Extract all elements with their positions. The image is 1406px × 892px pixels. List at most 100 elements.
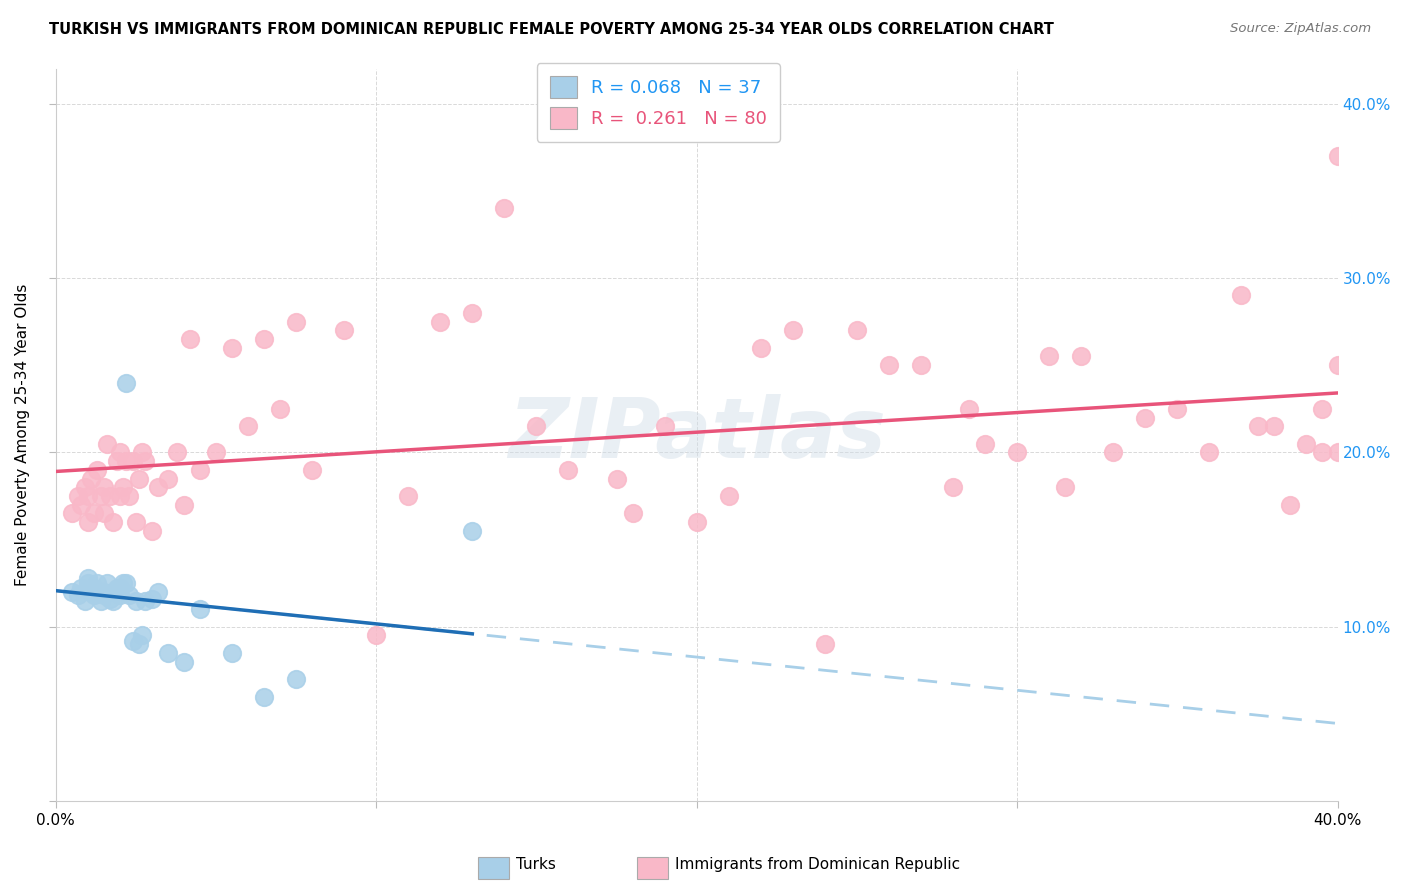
Point bbox=[814, 637, 837, 651]
Point bbox=[115, 454, 138, 468]
Point bbox=[76, 489, 98, 503]
Point bbox=[90, 593, 112, 607]
Point bbox=[188, 463, 211, 477]
Point bbox=[166, 445, 188, 459]
Point bbox=[1326, 445, 1348, 459]
Point bbox=[128, 471, 150, 485]
Point bbox=[83, 588, 105, 602]
Point bbox=[80, 585, 103, 599]
Point bbox=[285, 315, 308, 329]
Point bbox=[148, 585, 170, 599]
Y-axis label: Female Poverty Among 25-34 Year Olds: Female Poverty Among 25-34 Year Olds bbox=[15, 284, 30, 586]
Point bbox=[269, 401, 291, 416]
Point bbox=[173, 655, 195, 669]
Point bbox=[333, 323, 356, 337]
Point bbox=[108, 588, 131, 602]
Point bbox=[156, 646, 179, 660]
Point bbox=[60, 507, 83, 521]
Point bbox=[1198, 445, 1220, 459]
Point bbox=[93, 480, 115, 494]
Text: Source: ZipAtlas.com: Source: ZipAtlas.com bbox=[1230, 22, 1371, 36]
Point bbox=[76, 576, 98, 591]
Point bbox=[179, 332, 201, 346]
Point bbox=[396, 489, 419, 503]
Point bbox=[188, 602, 211, 616]
Text: TURKISH VS IMMIGRANTS FROM DOMINICAN REPUBLIC FEMALE POVERTY AMONG 25-34 YEAR OL: TURKISH VS IMMIGRANTS FROM DOMINICAN REP… bbox=[49, 22, 1054, 37]
Point bbox=[103, 515, 125, 529]
Point bbox=[557, 463, 579, 477]
Point bbox=[125, 515, 148, 529]
Point bbox=[221, 646, 243, 660]
Point bbox=[141, 524, 163, 538]
Point bbox=[526, 419, 548, 434]
Point bbox=[974, 436, 997, 450]
Point bbox=[121, 454, 143, 468]
Point bbox=[366, 628, 388, 642]
Point bbox=[654, 419, 676, 434]
Point bbox=[1263, 419, 1285, 434]
Point bbox=[76, 515, 98, 529]
Point bbox=[96, 576, 118, 591]
Point bbox=[236, 419, 259, 434]
Point bbox=[957, 401, 980, 416]
Point bbox=[685, 515, 707, 529]
Point bbox=[80, 471, 103, 485]
Point bbox=[1166, 401, 1188, 416]
Point bbox=[83, 507, 105, 521]
Point bbox=[606, 471, 628, 485]
Point bbox=[76, 571, 98, 585]
Point bbox=[429, 315, 451, 329]
Point bbox=[93, 585, 115, 599]
Point bbox=[73, 593, 96, 607]
Point bbox=[118, 489, 141, 503]
Point bbox=[118, 588, 141, 602]
Point bbox=[1246, 419, 1268, 434]
Point bbox=[1295, 436, 1317, 450]
Point bbox=[103, 593, 125, 607]
Point bbox=[125, 593, 148, 607]
Point bbox=[621, 507, 644, 521]
Point bbox=[717, 489, 740, 503]
Point bbox=[301, 463, 323, 477]
Point bbox=[115, 576, 138, 591]
Point bbox=[108, 489, 131, 503]
Point bbox=[1102, 445, 1125, 459]
Point bbox=[285, 672, 308, 686]
Point bbox=[93, 588, 115, 602]
Point bbox=[148, 480, 170, 494]
Point bbox=[90, 489, 112, 503]
Point bbox=[1070, 350, 1092, 364]
Point bbox=[845, 323, 868, 337]
Point bbox=[749, 341, 772, 355]
Point bbox=[1005, 445, 1028, 459]
Point bbox=[461, 524, 484, 538]
Point bbox=[141, 591, 163, 606]
Point bbox=[60, 585, 83, 599]
Point bbox=[910, 358, 932, 372]
Point bbox=[1038, 350, 1060, 364]
Point bbox=[70, 498, 93, 512]
Point bbox=[131, 628, 153, 642]
Point bbox=[156, 471, 179, 485]
Point bbox=[98, 489, 121, 503]
Point bbox=[121, 633, 143, 648]
Point bbox=[1310, 445, 1333, 459]
Point bbox=[111, 480, 134, 494]
Point bbox=[461, 306, 484, 320]
Point bbox=[96, 436, 118, 450]
Text: ZIPatlas: ZIPatlas bbox=[508, 394, 886, 475]
Point bbox=[86, 576, 108, 591]
Point bbox=[105, 582, 128, 596]
Point bbox=[134, 593, 156, 607]
Point bbox=[134, 454, 156, 468]
Point bbox=[93, 507, 115, 521]
Point bbox=[1278, 498, 1301, 512]
Point bbox=[73, 480, 96, 494]
Point bbox=[83, 582, 105, 596]
Point bbox=[253, 332, 276, 346]
Point bbox=[782, 323, 804, 337]
Point bbox=[1054, 480, 1077, 494]
Point bbox=[70, 582, 93, 596]
Point bbox=[494, 201, 516, 215]
Point bbox=[98, 591, 121, 606]
